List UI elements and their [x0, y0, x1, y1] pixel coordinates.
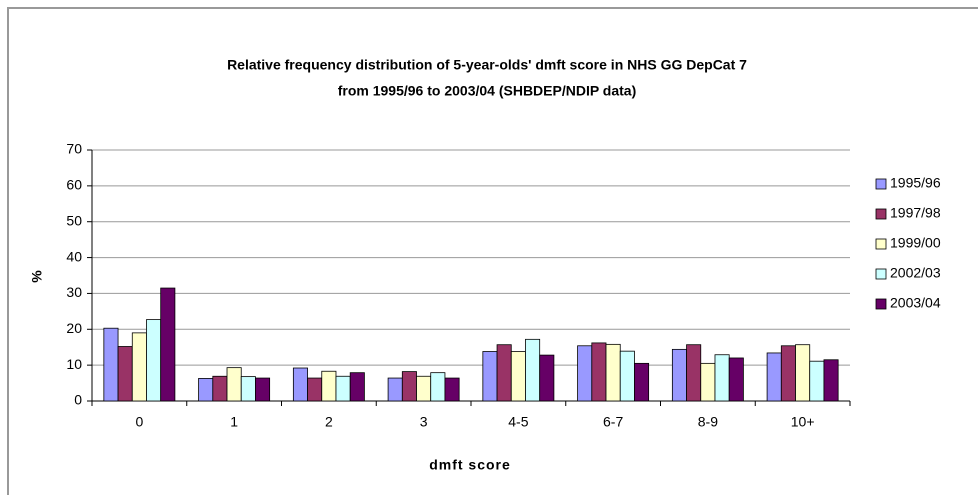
bar: [292, 367, 308, 402]
bar: [349, 372, 365, 402]
x-tick-label: 2: [325, 414, 333, 430]
y-tick-label: 40: [66, 248, 82, 264]
bar: [198, 378, 214, 402]
x-tick-label: 6-7: [603, 414, 623, 430]
bar: [401, 371, 417, 402]
bar: [728, 357, 744, 402]
chart-title: Relative frequency distribution of 5-yea…: [227, 57, 747, 73]
bar: [686, 344, 702, 402]
bar: [780, 345, 796, 402]
bar: [307, 377, 323, 402]
bar: [240, 376, 256, 402]
legend-swatch: [875, 178, 887, 190]
legend-swatch: [875, 268, 887, 280]
bar: [117, 346, 133, 402]
bar: [160, 287, 176, 402]
x-tick-label: 0: [135, 414, 143, 430]
y-tick-label: 50: [66, 212, 82, 228]
bar: [714, 354, 730, 402]
bar: [766, 352, 782, 402]
bar: [795, 344, 811, 402]
legend-label: 1999/00: [890, 235, 941, 251]
x-tick-label: 10+: [791, 414, 815, 430]
legend-swatch: [875, 298, 887, 310]
bar: [416, 375, 432, 402]
bar: [510, 351, 526, 402]
bar: [387, 377, 403, 402]
bar: [619, 350, 635, 402]
bar: [131, 332, 147, 402]
y-tick-label: 30: [66, 284, 82, 300]
x-axis-title: dmft score: [429, 457, 511, 473]
bar: [496, 344, 512, 402]
legend-swatch: [875, 208, 887, 220]
bar: [335, 375, 351, 402]
chart-title: from 1995/96 to 2003/04 (SHBDEP/NDIP dat…: [338, 83, 637, 99]
bar: [577, 345, 593, 402]
y-tick-label: 0: [74, 392, 82, 408]
bar: [430, 372, 446, 402]
bar: [482, 351, 498, 402]
y-tick-label: 10: [66, 356, 82, 372]
bar: [444, 377, 460, 402]
y-tick-label: 20: [66, 320, 82, 336]
x-tick-label: 4-5: [508, 414, 528, 430]
bar: [700, 362, 716, 402]
bar: [525, 338, 541, 402]
bar: [591, 342, 607, 402]
chart-frame: [7, 7, 978, 495]
x-tick-label: 8-9: [698, 414, 718, 430]
bar: [103, 327, 119, 402]
y-tick-label: 60: [66, 177, 82, 193]
bar: [539, 354, 555, 402]
x-tick-label: 3: [420, 414, 428, 430]
bar: [321, 370, 337, 402]
legend-label: 1997/98: [890, 205, 941, 221]
legend-label: 2002/03: [890, 265, 941, 281]
bar: [605, 343, 621, 402]
bar: [146, 319, 162, 402]
bar: [226, 367, 242, 402]
bar: [255, 377, 271, 402]
x-tick-label: 1: [230, 414, 238, 430]
bar: [212, 375, 228, 402]
bar: [671, 348, 687, 402]
legend-label: 2003/04: [890, 295, 941, 311]
bar: [634, 362, 650, 402]
bar: [809, 360, 825, 402]
legend-label: 1995/96: [890, 175, 941, 191]
bar: [823, 359, 839, 402]
legend-swatch: [875, 238, 887, 250]
y-axis-title: %: [29, 269, 45, 282]
y-tick-label: 70: [66, 141, 82, 157]
